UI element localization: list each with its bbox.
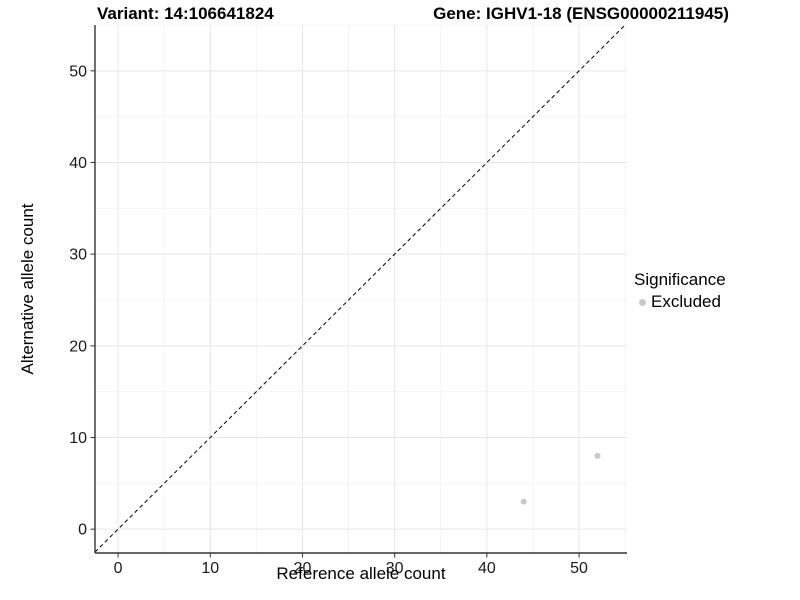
x-tick-label: 20 [294, 560, 312, 577]
x-tick-label: 30 [386, 560, 404, 577]
variant-title: Variant: 14:106641824 [97, 4, 274, 23]
y-tick-label: 50 [69, 63, 87, 80]
legend-items: Excluded [634, 292, 726, 312]
y-tick-label: 0 [78, 522, 87, 539]
data-point [594, 452, 601, 459]
y-tick-label: 20 [69, 338, 87, 355]
gene-title: Gene: IGHV1-18 (ENSG00000211945) [433, 4, 729, 23]
x-tick-label: 0 [114, 560, 123, 577]
legend: Significance Excluded [634, 270, 726, 312]
legend-title: Significance [634, 270, 726, 289]
x-tick-label: 10 [201, 560, 219, 577]
legend-point-icon [639, 298, 646, 306]
y-axis-title: Alternative allele count [18, 203, 37, 375]
x-axis-title: Reference allele count [276, 564, 446, 583]
data-point [520, 498, 527, 505]
legend-item-label: Excluded [651, 292, 721, 311]
legend-item-excluded: Excluded [634, 292, 726, 312]
y-tick-label: 10 [69, 430, 87, 447]
x-tick-label: 40 [478, 560, 496, 577]
y-tick-label: 40 [69, 155, 87, 172]
x-tick-label: 50 [570, 560, 588, 577]
identity-reference-line [94, 24, 626, 553]
y-tick-label: 30 [69, 247, 87, 264]
